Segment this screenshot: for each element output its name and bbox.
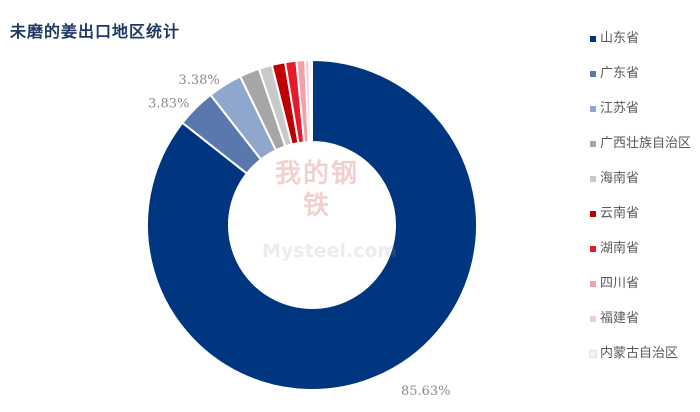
legend-item-0: 山东省	[590, 30, 698, 48]
legend-swatch	[590, 281, 596, 287]
legend-swatch	[590, 141, 596, 147]
legend-item-1: 广东省	[590, 65, 698, 83]
chart-legend: 山东省广东省江苏省广西壮族自治区 海南省云南省湖南省四川省福建省内蒙古自治区	[589, 30, 698, 380]
legend-label: 福建省	[600, 311, 640, 326]
legend-swatch	[590, 176, 596, 182]
legend-item-4: 海南省	[590, 170, 698, 188]
legend-item-9: 内蒙古自治区	[589, 345, 698, 363]
legend-item-3: 广西壮族自治区	[590, 135, 698, 153]
legend-item-7: 四川省	[590, 275, 698, 293]
legend-swatch	[590, 71, 596, 77]
chart-title: 未磨的姜出口地区统计	[10, 22, 181, 41]
legend-swatch	[590, 106, 596, 112]
legend-label: 江苏省	[600, 101, 640, 116]
slice-data-label-0: 85.63%	[401, 384, 451, 399]
donut-slice-0	[146, 58, 478, 391]
legend-label: 海南省	[600, 171, 640, 186]
legend-label: 广西壮族自治区	[600, 136, 692, 151]
legend-item-6: 湖南省	[590, 240, 698, 258]
legend-label: 湖南省	[600, 241, 640, 256]
legend-label: 云南省	[600, 206, 640, 221]
legend-swatch	[589, 350, 597, 358]
slice-data-label-2: 3.38%	[178, 73, 219, 88]
donut-slice-9	[308, 58, 313, 144]
legend-item-8: 福建省	[590, 310, 698, 328]
legend-label: 山东省	[600, 31, 640, 46]
legend-swatch	[590, 246, 596, 252]
legend-item-2: 江苏省	[590, 100, 698, 118]
legend-item-5: 云南省	[590, 205, 698, 223]
legend-label: 广东省	[600, 66, 640, 81]
legend-label: 四川省	[600, 276, 640, 291]
legend-swatch	[590, 211, 596, 217]
legend-swatch	[590, 36, 596, 42]
legend-swatch	[590, 316, 596, 322]
slice-data-label-1: 3.83%	[148, 97, 189, 112]
legend-label: 内蒙古自治区	[600, 346, 679, 361]
